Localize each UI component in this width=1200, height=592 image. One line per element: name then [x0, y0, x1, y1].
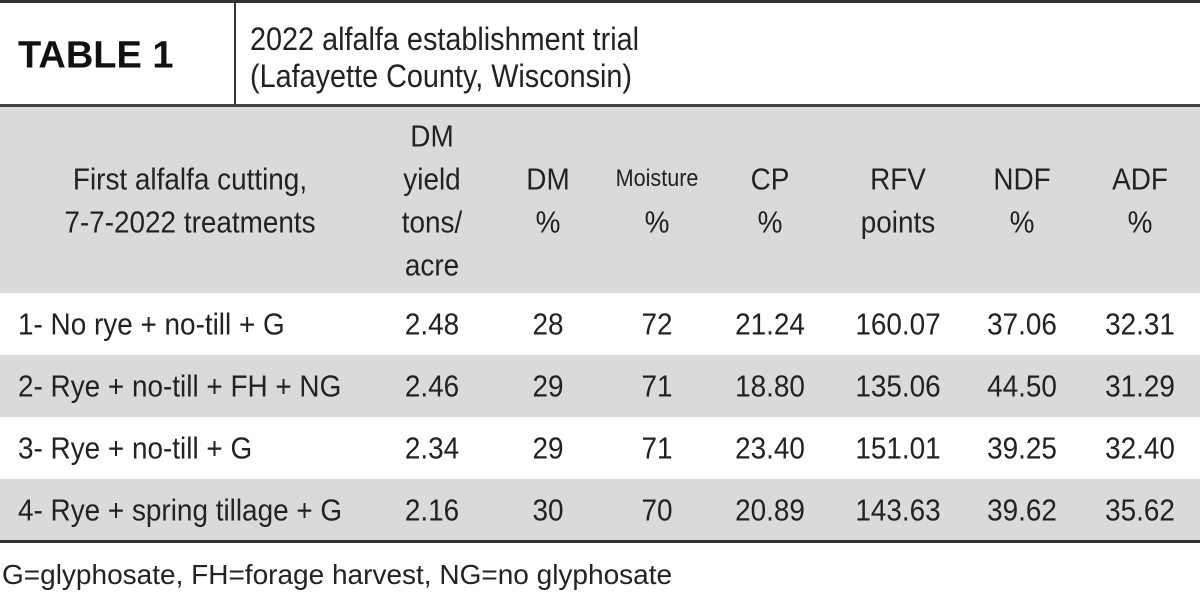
table-title: (Lafayette County, Wisconsin) — [250, 58, 633, 94]
row-band — [0, 355, 1200, 417]
cell: 143.63 — [855, 492, 941, 528]
column-header: NDF — [993, 161, 1051, 196]
cell: 44.50 — [987, 368, 1057, 404]
cell: 2.34 — [404, 430, 460, 466]
cell: 28 — [532, 306, 564, 342]
cell: 70 — [641, 492, 673, 528]
cell: 2.46 — [404, 368, 460, 404]
column-header: 7-7-2022 treatments — [64, 204, 316, 239]
cell: 37.06 — [987, 306, 1057, 342]
cell: 135.06 — [855, 368, 941, 404]
column-header: % — [757, 204, 783, 239]
row-label: 2- Rye + no-till + FH + NG — [18, 368, 342, 404]
column-header: % — [535, 204, 561, 239]
cell: 29 — [532, 430, 564, 466]
cell: 20.89 — [735, 492, 805, 528]
column-header: RFV — [870, 161, 926, 196]
column-header: First alfalfa cutting, — [72, 161, 308, 196]
row-label: 4- Rye + spring tillage + G — [18, 492, 343, 528]
footnote: G=glyphosate, FH=forage harvest, NG=no g… — [2, 559, 673, 590]
bottom-rule — [0, 540, 1200, 543]
cell: 32.40 — [1105, 430, 1175, 466]
cell: 29 — [532, 368, 564, 404]
row-band — [0, 479, 1200, 541]
column-header: Moisture — [615, 164, 699, 192]
cell: 39.25 — [987, 430, 1057, 466]
row-label: 3- Rye + no-till + G — [18, 430, 253, 466]
table-label: TABLE 1 — [18, 34, 174, 77]
cell: 71 — [641, 368, 673, 404]
header-divider — [234, 3, 236, 105]
cell: 35.62 — [1105, 492, 1175, 528]
column-header: points — [860, 204, 936, 239]
cell: 31.29 — [1105, 368, 1175, 404]
column-header: DM — [526, 161, 570, 196]
cell: 39.62 — [987, 492, 1057, 528]
column-header: % — [1127, 204, 1153, 239]
cell: 30 — [532, 492, 564, 528]
cell: 32.31 — [1105, 306, 1175, 342]
column-header: DM — [410, 118, 454, 153]
row-label: 1- No rye + no-till + G — [18, 306, 285, 342]
column-header: tons/ — [401, 204, 463, 239]
table-title: 2022 alfalfa establishment trial — [250, 21, 640, 57]
cell: 18.80 — [735, 368, 805, 404]
cell: 151.01 — [855, 430, 941, 466]
cell: 2.16 — [404, 492, 460, 528]
header-rule — [0, 104, 1200, 107]
cell: 21.24 — [735, 306, 805, 342]
column-header: acre — [404, 247, 460, 282]
column-header-band — [0, 107, 1200, 293]
cell: 72 — [641, 306, 673, 342]
column-header: ADF — [1112, 161, 1168, 196]
top-rule — [0, 0, 1200, 3]
cell: 160.07 — [855, 306, 941, 342]
column-header: CP — [750, 161, 790, 196]
column-header: % — [1009, 204, 1035, 239]
column-header: % — [644, 204, 670, 239]
cell: 71 — [641, 430, 673, 466]
column-header: yield — [403, 161, 461, 196]
cell: 23.40 — [735, 430, 805, 466]
cell: 2.48 — [404, 306, 460, 342]
